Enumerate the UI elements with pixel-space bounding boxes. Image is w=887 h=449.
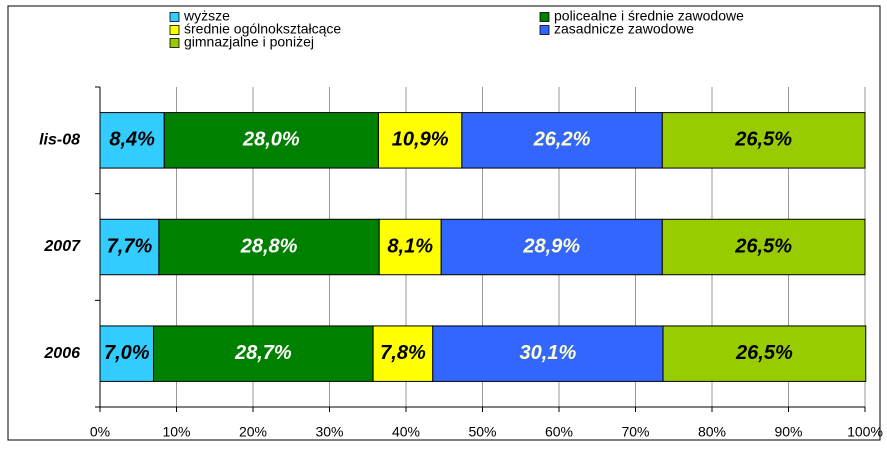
value-label: 26,5% xyxy=(735,342,793,364)
legend-label: policealne i średnie zawodowe xyxy=(554,8,744,24)
value-label: 8,4% xyxy=(109,129,155,151)
value-label: 26,2% xyxy=(533,129,591,151)
x-tick-label: 10% xyxy=(162,424,190,440)
legend-swatch xyxy=(169,25,180,35)
value-label: 10,9% xyxy=(392,129,449,151)
x-tick-label: 70% xyxy=(621,424,649,440)
y-tick-label: 2007 xyxy=(43,238,81,255)
bar-segment xyxy=(661,218,866,276)
bar-segment xyxy=(99,218,160,276)
y-tick-label: lis-08 xyxy=(39,132,80,149)
x-tick-label: 50% xyxy=(468,424,496,440)
bar-segment xyxy=(158,218,380,276)
value-label: 28,9% xyxy=(522,235,580,257)
x-tick-label: 90% xyxy=(774,424,802,440)
bar-segment xyxy=(661,112,866,169)
value-label: 7,0% xyxy=(104,342,150,364)
bar-segment xyxy=(378,218,442,276)
x-tick-label: 40% xyxy=(392,424,420,440)
value-label: 26,5% xyxy=(734,129,792,151)
bar-segment xyxy=(163,112,379,169)
bar-segment xyxy=(153,325,374,382)
value-label: 28,8% xyxy=(240,235,298,257)
x-tick-label: 20% xyxy=(239,424,267,440)
bar-segment xyxy=(662,325,867,382)
legend-swatch xyxy=(539,12,550,22)
legend-label: wyższe xyxy=(183,8,230,24)
value-label: 7,8% xyxy=(380,342,426,364)
y-tick-label: 2006 xyxy=(43,345,80,362)
bar-segment xyxy=(440,218,663,276)
value-label: 7,7% xyxy=(107,235,153,257)
x-tick-label: 30% xyxy=(315,424,343,440)
x-tick-label: 0% xyxy=(90,424,110,440)
value-label: 28,0% xyxy=(242,129,300,151)
legend-label: zasadnicze zawodowe xyxy=(554,21,694,37)
value-label: 26,5% xyxy=(734,235,792,257)
legend-swatch xyxy=(169,38,180,48)
x-tick-label: 80% xyxy=(698,424,726,440)
legend-label: gimnazjalne i poniżej xyxy=(184,34,314,50)
value-label: 28,7% xyxy=(234,342,292,364)
value-label: 8,1% xyxy=(387,235,433,257)
legend-label: średnie ogólnokształcące xyxy=(184,21,341,37)
legend-swatch xyxy=(169,12,180,22)
bar-segment xyxy=(461,112,663,169)
legend-swatch xyxy=(539,25,550,35)
value-label: 30,1% xyxy=(520,342,577,364)
x-tick-label: 100% xyxy=(847,424,883,440)
bar-segment xyxy=(372,325,434,382)
bar-segment xyxy=(432,325,664,382)
x-tick-label: 60% xyxy=(545,424,573,440)
